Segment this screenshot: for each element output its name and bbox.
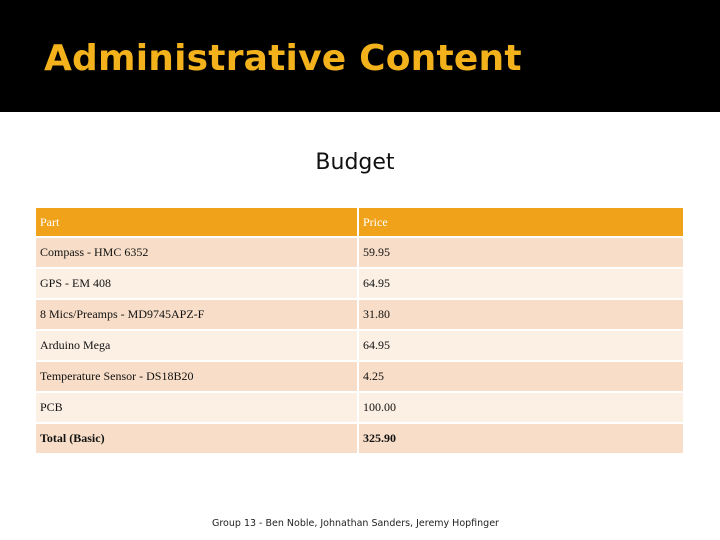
- part-cell: 8 Mics/Preamps - MD9745APZ-F: [36, 299, 359, 331]
- table-row: 8 Mics/Preamps - MD9745APZ-F 31.80: [36, 299, 685, 331]
- price-cell: 100.00: [358, 392, 685, 424]
- table-row: GPS - EM 408 64.95: [36, 268, 685, 300]
- price-cell: 59.95: [358, 237, 685, 269]
- table-row: Temperature Sensor - DS18B20 4.25: [36, 361, 685, 393]
- table-row: Compass - HMC 6352 59.95: [36, 237, 685, 269]
- part-cell: Temperature Sensor - DS18B20: [36, 361, 359, 393]
- total-row: Total (Basic) 325.90: [36, 423, 685, 455]
- slide-title: Administrative Content: [44, 38, 522, 79]
- price-cell: 64.95: [358, 330, 685, 362]
- column-header-price: Price: [358, 208, 685, 238]
- price-cell: 4.25: [358, 361, 685, 393]
- table-row: PCB 100.00: [36, 392, 685, 424]
- part-cell: GPS - EM 408: [36, 268, 359, 300]
- part-cell: PCB: [36, 392, 359, 424]
- total-price-cell: 325.90: [358, 423, 685, 455]
- table-caption: Budget: [315, 150, 395, 175]
- title-bar: Administrative Content: [0, 0, 720, 112]
- total-label-cell: Total (Basic): [36, 423, 359, 455]
- price-cell: 31.80: [358, 299, 685, 331]
- part-cell: Arduino Mega: [36, 330, 359, 362]
- footer-credits: Group 13 - Ben Noble, Johnathan Sanders,…: [212, 518, 499, 529]
- price-cell: 64.95: [358, 268, 685, 300]
- table-header-row: Part Price: [36, 208, 685, 238]
- column-header-part: Part: [36, 208, 359, 238]
- budget-table: Part Price Compass - HMC 6352 59.95 GPS …: [36, 208, 685, 455]
- table-row: Arduino Mega 64.95: [36, 330, 685, 362]
- part-cell: Compass - HMC 6352: [36, 237, 359, 269]
